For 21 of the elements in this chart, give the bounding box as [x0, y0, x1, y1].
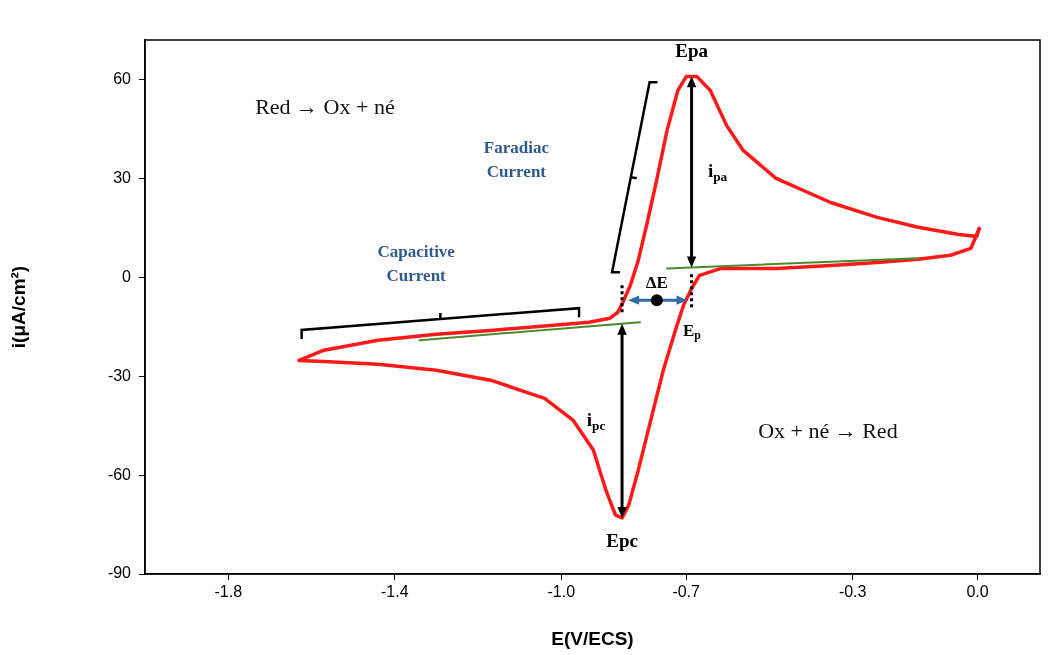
annotation: Epc	[606, 529, 638, 551]
y-tick-label: 0	[122, 267, 132, 285]
annotation: Faradiac Current	[483, 137, 550, 181]
annotation: Red → Ox + né	[255, 93, 395, 119]
x-tick-label: -0.3	[838, 583, 867, 601]
y-tick-label: -90	[107, 564, 132, 582]
y-tick-label: 60	[113, 69, 132, 87]
x-tick-label: 0.0	[966, 583, 989, 601]
annotation: Capacitive Current	[377, 242, 456, 286]
annotation: ΔE	[645, 272, 668, 292]
x-axis-title: E(V/ECS)	[551, 627, 634, 649]
x-tick-label: -1.4	[380, 583, 409, 601]
annotation: Ox + né → Red	[758, 417, 898, 443]
annotation: Epa	[675, 40, 709, 62]
x-tick-label: -1.8	[214, 583, 243, 601]
x-tick-label: -1.0	[547, 583, 576, 601]
y-tick-label: -30	[107, 366, 132, 384]
y-axis-title: i(μA/cm²)	[7, 265, 29, 349]
x-tick-label: -0.7	[672, 583, 701, 601]
y-tick-label: -60	[107, 465, 132, 483]
y-tick-label: 30	[113, 168, 132, 186]
